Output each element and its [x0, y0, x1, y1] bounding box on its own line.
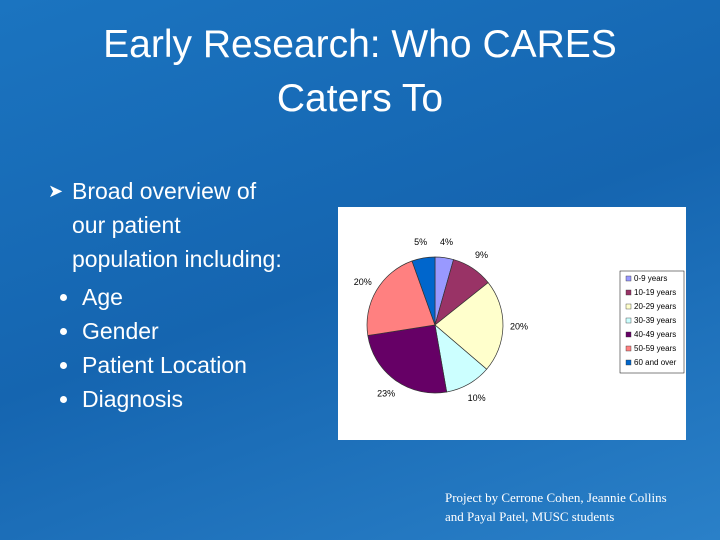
data-label: 23% — [377, 388, 395, 398]
sub-bullet-text: Age — [82, 284, 123, 310]
footer-line: Project by Cerrone Cohen, Jeannie Collin… — [445, 490, 667, 505]
bullet-arrow: ➤ — [48, 181, 64, 201]
bullet: ➤ Broad overview of our patient populati… — [48, 174, 282, 416]
sub-bullet: Diagnosis — [60, 382, 282, 416]
pie-slice — [434, 282, 504, 370]
legend-swatch — [625, 331, 632, 338]
legend-label: 0-9 years — [634, 274, 667, 283]
dot — [60, 396, 67, 403]
bullet-text: Broad overview of our patient population… — [72, 174, 282, 276]
legend-swatch — [625, 289, 632, 296]
data-label: 5% — [414, 237, 427, 247]
title-line: Caters To — [276, 77, 444, 120]
data-label: 10% — [468, 393, 486, 403]
sub-bullet: Age — [60, 280, 282, 314]
bullet-line: population including: — [72, 246, 282, 272]
legend-swatch — [625, 359, 632, 366]
dot — [60, 362, 67, 369]
legend-swatch — [625, 317, 632, 324]
footer-line: and Payal Patel, MUSC students — [445, 509, 615, 524]
chart-box: 4% 9% 20% 10% 23% 20% 5% 0-9 years 10-19 years 20… — [338, 207, 686, 440]
title-line: Early Research: Who CARES — [103, 23, 617, 66]
legend-swatch — [625, 345, 632, 352]
bullet-line: our patient — [72, 212, 181, 238]
legend-swatch — [625, 275, 632, 282]
sub-bullet-text: Gender — [82, 318, 159, 344]
sub-bullet-text: Diagnosis — [82, 386, 183, 412]
dot — [60, 294, 67, 301]
legend-label: 60 and over — [634, 358, 677, 367]
legend-label: 10-19 years — [634, 288, 676, 297]
legend-label: 30-39 years — [634, 316, 676, 325]
footer: Project by Cerrone Cohen, Jeannie Collin… — [445, 488, 667, 526]
sub-bullet-text: Patient Location — [82, 352, 247, 378]
sub-bullets: Age Gender Patient Location Diagnosis — [60, 280, 282, 416]
sub-bullet: Patient Location — [60, 348, 282, 382]
pie-slice — [366, 260, 436, 336]
data-label: 20% — [354, 277, 372, 287]
legend-label: 40-49 years — [634, 330, 676, 339]
legend-label: 50-59 years — [634, 344, 676, 353]
legend-label: 20-29 years — [634, 302, 676, 311]
bullet-line: Broad overview of — [72, 178, 257, 204]
data-label: 20% — [510, 321, 528, 331]
dot — [60, 328, 67, 335]
data-label: 4% — [440, 237, 453, 247]
slide-title: Early Research: Who CARES Caters To — [0, 18, 720, 126]
data-label: 9% — [475, 250, 488, 260]
pie-slice — [411, 256, 436, 326]
legend-swatch — [625, 303, 632, 310]
sub-bullet: Gender — [60, 314, 282, 348]
pie-slice — [367, 324, 448, 394]
chart: 4% 9% 20% 10% 23% 20% 5% 0-9 years 10-19 years 20… — [354, 237, 685, 403]
